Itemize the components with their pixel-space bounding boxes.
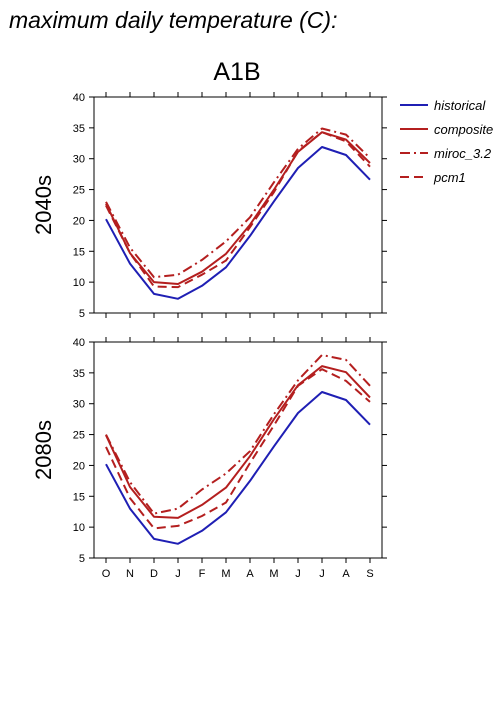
series-line-pcm1 — [105, 368, 371, 530]
y-tick-label: 25 — [73, 430, 85, 442]
x-tick-label: J — [295, 568, 301, 580]
panel-label: 2040s — [31, 175, 56, 235]
y-tick-label: 25 — [73, 185, 85, 197]
panel-label: 2080s — [31, 420, 56, 480]
x-tick-label: D — [150, 568, 158, 580]
y-tick-label: 40 — [73, 337, 85, 349]
x-tick-label: A — [246, 568, 254, 580]
legend-label: historical — [434, 98, 486, 113]
legend-label: composite — [434, 122, 493, 137]
x-tick-label: N — [126, 568, 134, 580]
y-tick-label: 30 — [73, 399, 85, 411]
x-tick-label: M — [221, 568, 230, 580]
legend-label: pcm1 — [433, 170, 466, 185]
page-title: maximum daily temperature (C): — [9, 7, 338, 33]
series-line-historical — [105, 146, 371, 300]
y-tick-label: 15 — [73, 491, 85, 503]
x-tick-label: J — [319, 568, 325, 580]
y-tick-label: 5 — [79, 308, 85, 320]
plot-frame — [93, 96, 383, 314]
legend-label: miroc_3.2 — [434, 146, 492, 161]
y-tick-label: 30 — [73, 154, 85, 166]
x-tick-label: O — [102, 568, 111, 580]
y-tick-label: 40 — [73, 92, 85, 104]
x-tick-label: S — [366, 568, 373, 580]
series-line-historical — [105, 391, 371, 545]
y-tick-label: 15 — [73, 246, 85, 258]
y-tick-label: 10 — [73, 522, 85, 534]
series-line-composite — [105, 365, 371, 519]
series-line-pcm1 — [105, 131, 371, 289]
x-tick-label: M — [269, 568, 278, 580]
scenario-title: A1B — [213, 58, 260, 86]
x-tick-label: A — [342, 568, 350, 580]
plot-frame — [93, 341, 383, 559]
series-line-composite — [105, 131, 371, 285]
y-tick-label: 10 — [73, 277, 85, 289]
y-tick-label: 35 — [73, 368, 85, 380]
x-tick-label: J — [175, 568, 181, 580]
x-tick-label: F — [199, 568, 206, 580]
y-tick-label: 35 — [73, 123, 85, 135]
series-line-miroc-3-2 — [105, 127, 371, 279]
y-tick-label: 5 — [79, 553, 85, 565]
series-line-miroc-3-2 — [105, 354, 371, 515]
y-tick-label: 20 — [73, 215, 85, 227]
y-tick-label: 20 — [73, 460, 85, 472]
